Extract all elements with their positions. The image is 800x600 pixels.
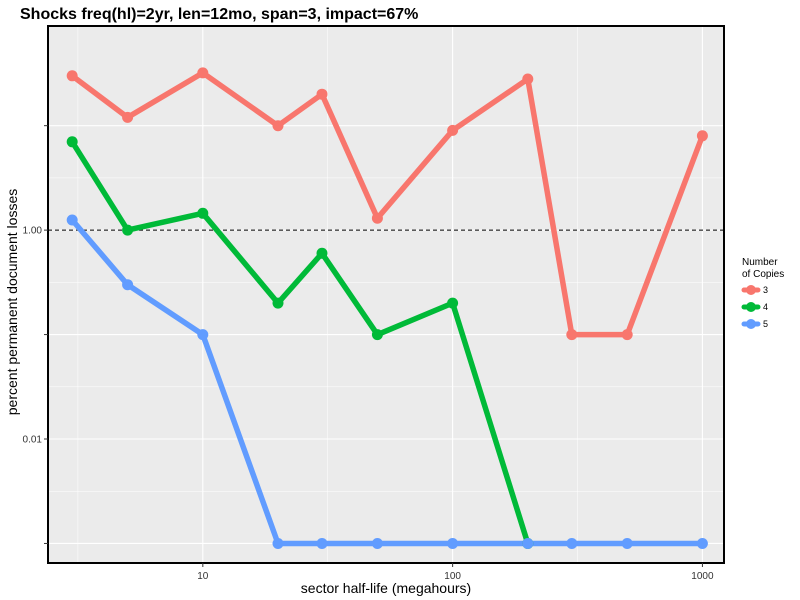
data-point-series-5 <box>316 538 328 549</box>
data-point-series-5 <box>197 329 209 341</box>
data-point-series-3 <box>66 70 78 82</box>
legend-label-4: 4 <box>763 302 768 312</box>
y-axis: 0.01 1.00 <box>23 125 48 544</box>
data-point-series-3 <box>447 124 459 136</box>
data-point-series-4 <box>197 207 209 219</box>
legend-title: of Copies <box>742 269 784 280</box>
legend-label-5: 5 <box>763 319 768 329</box>
data-point-series-4 <box>316 247 328 259</box>
data-point-series-5 <box>371 538 383 549</box>
data-point-series-3 <box>566 329 578 341</box>
data-point-series-3 <box>696 130 708 142</box>
data-point-series-5 <box>272 538 284 549</box>
legend-key-point-4 <box>746 302 756 312</box>
legend-key-point-3 <box>746 285 756 295</box>
data-point-series-5 <box>566 538 578 549</box>
minor-grid <box>48 26 724 563</box>
data-point-series-5 <box>122 279 134 291</box>
data-point-series-5 <box>522 538 534 549</box>
data-point-series-3 <box>316 88 328 100</box>
data-point-series-5 <box>621 538 633 549</box>
panel-frame <box>47 25 725 564</box>
x-axis: 10 100 1000 <box>197 563 714 582</box>
chart-title: Shocks freq(hl)=2yr, len=12mo, span=3, i… <box>20 6 418 23</box>
panel-border <box>47 25 725 564</box>
data-point-series-4 <box>371 329 383 341</box>
data-point-series-3 <box>522 73 534 85</box>
data-point-series-4 <box>447 297 459 309</box>
x-tick-label: 1000 <box>691 571 714 582</box>
y-tick-label: 0.01 <box>23 435 43 446</box>
legend-label-3: 3 <box>763 285 768 295</box>
y-tick-label: 1.00 <box>23 226 43 237</box>
data-point-series-3 <box>272 120 284 132</box>
data-point-series-3 <box>371 212 383 224</box>
series-points <box>66 67 708 549</box>
data-point-series-4 <box>272 297 284 309</box>
data-point-series-5 <box>66 214 78 226</box>
x-tick-label: 100 <box>444 571 461 582</box>
data-point-series-3 <box>122 111 134 123</box>
data-point-series-5 <box>447 538 459 549</box>
data-point-series-4 <box>66 136 78 148</box>
legend-key-point-5 <box>746 319 756 329</box>
data-point-series-3 <box>197 67 209 79</box>
y-axis-title: percent permanent document losses <box>4 189 20 415</box>
data-point-series-3 <box>621 329 633 341</box>
x-axis-title: sector half-life (megahours) <box>301 580 471 596</box>
legend-title: Number <box>742 257 778 268</box>
data-point-series-5 <box>696 538 708 549</box>
series-line-4 <box>69 139 531 547</box>
x-tick-label: 10 <box>197 571 209 582</box>
plot-panel <box>48 26 724 563</box>
data-point-series-4 <box>122 224 134 236</box>
